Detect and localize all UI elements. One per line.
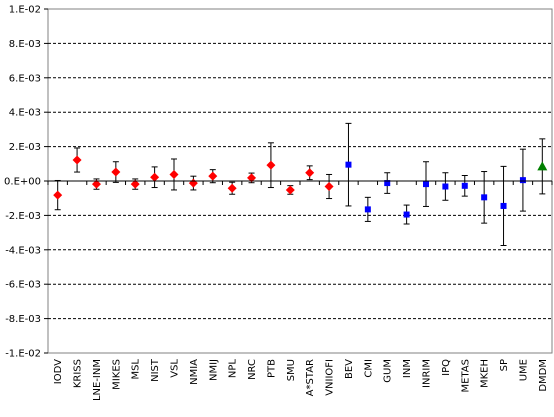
data-point-diamond (72, 155, 82, 165)
x-tick-label: MKEH (480, 359, 491, 388)
data-point-diamond (150, 172, 160, 182)
y-tick-label: 8.E-03 (9, 39, 41, 50)
x-tick-label: INM (402, 359, 413, 378)
data-point-square (364, 206, 371, 213)
data-point-diamond (227, 183, 237, 193)
data-point-diamond (305, 168, 315, 178)
x-tick-label: NPL (228, 359, 239, 379)
data-point-diamond (247, 173, 257, 183)
data-point-diamond (53, 190, 63, 200)
x-tick-label: VNIIOFI (325, 359, 336, 396)
x-tick-label: INRIM (422, 359, 433, 388)
x-tick-label: IPQ (441, 359, 452, 376)
x-tick-label: MSL (131, 359, 142, 380)
data-point-square (345, 161, 352, 168)
x-tick-label: UME (518, 359, 529, 381)
data-point-square (442, 183, 449, 190)
x-tick-label: PTB (266, 359, 277, 378)
data-point-square (481, 194, 488, 201)
x-tick-label: GUM (383, 359, 394, 383)
x-tick-label: METAS (460, 359, 471, 392)
data-point-diamond (130, 179, 140, 189)
x-tick-label: SMU (286, 359, 297, 381)
data-point-square (500, 202, 507, 209)
y-tick-label: 2.E-03 (9, 142, 41, 153)
x-tick-label: CMI (363, 359, 374, 378)
data-point-square (461, 182, 468, 189)
x-tick-label: IODV (53, 359, 64, 384)
y-tick-label: -1.E-02 (5, 349, 41, 360)
data-point-diamond (285, 185, 295, 195)
data-point-diamond (266, 160, 276, 170)
data-point-diamond (324, 182, 334, 192)
y-tick-label: 4.E-03 (9, 108, 41, 119)
x-tick-label: NMIJ (208, 359, 219, 381)
data-point-square (423, 181, 429, 188)
y-tick-label: -2.E-03 (5, 211, 41, 222)
y-tick-label: -6.E-03 (5, 280, 41, 291)
data-markers (53, 155, 548, 218)
x-tick-label: VSL (170, 359, 181, 378)
y-tick-label: 1.E-02 (9, 5, 41, 16)
x-tick-label: SP (499, 359, 510, 371)
x-tick-label: KRISS (73, 359, 84, 388)
data-point-square (403, 211, 410, 218)
data-point-diamond (111, 167, 121, 177)
y-axis-ticks: 1.E-02 8.E-03 6.E-03 4.E-03 2.E-03 0.E+00 -2.E… (4, 5, 48, 360)
data-point-diamond (208, 171, 218, 181)
x-tick-label: NMIA (189, 359, 200, 385)
x-tick-label: LNE-INM (92, 359, 103, 401)
x-tick-label: NIST (150, 358, 161, 382)
x-tick-label: A*STAR (305, 359, 316, 396)
grid-lines (48, 42, 552, 320)
data-point-diamond (91, 179, 101, 189)
x-tick-label: NRC (247, 359, 258, 380)
y-tick-label: -8.E-03 (5, 314, 41, 325)
x-axis-ticks: IODV KRISS LNE-INM MIKES MSL NIST VSL NMIA NMIJ N… (47, 181, 553, 401)
data-point-diamond (169, 169, 179, 179)
y-tick-label: 6.E-03 (9, 73, 41, 84)
x-tick-label: BEV (344, 359, 355, 379)
y-tick-label: 0.E+00 (4, 177, 41, 188)
data-point-square (384, 180, 391, 187)
data-point-triangle (537, 161, 548, 171)
x-tick-label: DMDM (538, 359, 549, 392)
y-tick-label: -4.E-03 (5, 245, 41, 256)
x-tick-label: MIKES (111, 359, 122, 390)
data-point-square (519, 177, 526, 184)
